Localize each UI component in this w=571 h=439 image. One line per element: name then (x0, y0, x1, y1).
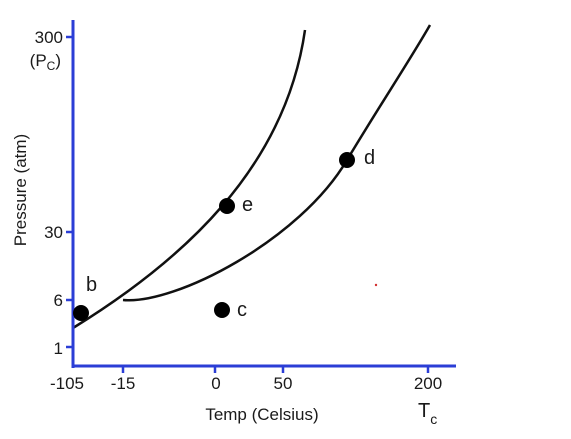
x-tick-label-0: 0 (211, 374, 220, 393)
y-critical-close: ) (55, 51, 61, 70)
x-tick-label-neg15: -15 (111, 374, 136, 393)
point-c-label: c (237, 299, 247, 321)
y-tick-label-300: 300 (35, 28, 63, 47)
x-axis-title: Temp (Celsius) (205, 405, 318, 424)
point-c (214, 302, 230, 318)
point-b (73, 305, 89, 321)
point-d-label: d (364, 147, 375, 169)
x-tick-label-neg105: -105 (50, 374, 84, 393)
x-critical-temperature-label: Tc (418, 400, 437, 427)
left-phase-boundary-curve (72, 29, 307, 330)
x-critical-main: T (418, 400, 430, 422)
y-tick-label-6: 6 (54, 291, 63, 310)
point-e-label: e (242, 194, 253, 216)
point-d (339, 152, 355, 168)
right-phase-boundary-curve (122, 24, 432, 302)
point-b-label: b (86, 274, 97, 296)
x-tick-label-50: 50 (274, 374, 293, 393)
y-critical-pressure-label: (PC) (30, 51, 61, 73)
x-tick-label-200: 200 (414, 374, 442, 393)
y-tick-label-1: 1 (54, 339, 63, 358)
stray-mark (374, 283, 378, 287)
y-axis-title: Pressure (atm) (11, 134, 30, 246)
y-critical-sub: C (47, 59, 56, 73)
y-tick-label-30: 30 (44, 223, 63, 242)
point-e (219, 198, 235, 214)
y-critical-open: (P (30, 51, 47, 70)
x-critical-sub: c (430, 411, 437, 427)
